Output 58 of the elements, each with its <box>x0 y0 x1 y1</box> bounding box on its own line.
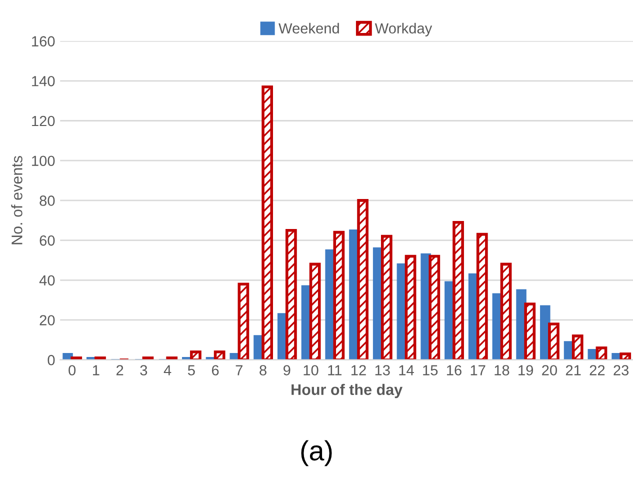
bar <box>596 346 608 360</box>
x-tick-label: 3 <box>140 365 148 376</box>
bar <box>476 232 488 360</box>
bar <box>333 230 345 360</box>
bar <box>428 254 440 360</box>
x-tick-label: 17 <box>470 365 486 376</box>
x-tick-label: 14 <box>399 365 414 376</box>
y-tick-label: 120 <box>32 116 55 126</box>
legend-label: Weekend <box>278 22 339 34</box>
y-tick-label: 140 <box>32 76 55 86</box>
x-tick-label: 0 <box>68 365 76 376</box>
bar <box>404 254 416 360</box>
x-tick-label: 9 <box>284 365 290 376</box>
y-tick-label: 60 <box>40 235 55 246</box>
x-tick-label: 18 <box>494 365 510 376</box>
y-tick-label: 20 <box>40 315 55 326</box>
x-tick-label: 7 <box>236 365 242 376</box>
bar <box>238 282 250 360</box>
x-tick-label: 15 <box>423 365 438 376</box>
y-tick-label: 160 <box>32 36 55 46</box>
bar <box>548 322 560 360</box>
x-tick-label: 19 <box>518 365 534 376</box>
bar <box>214 350 226 360</box>
bar <box>190 350 202 360</box>
x-tick-label: 6 <box>212 365 219 376</box>
legend-label: Workday <box>374 22 432 36</box>
x-tick-label: 13 <box>375 365 390 376</box>
bar <box>309 262 321 360</box>
x-tick-label: 4 <box>164 365 172 376</box>
x-tick-label: 20 <box>542 365 557 376</box>
bar <box>620 352 632 360</box>
x-tick-label: 21 <box>566 365 581 376</box>
x-tick-label: 22 <box>590 365 605 376</box>
y-axis-title: No. of events <box>11 156 22 244</box>
x-tick-label: 23 <box>614 365 629 376</box>
y-tick-label: 40 <box>39 275 55 286</box>
y-tick-label: 0 <box>48 354 55 366</box>
bar <box>262 85 274 360</box>
bar <box>524 302 536 360</box>
x-tick-label: 8 <box>260 365 266 376</box>
x-tick-label: 2 <box>116 365 124 376</box>
y-tick-label: 80 <box>40 196 55 206</box>
bar <box>286 228 297 360</box>
bar <box>62 353 73 360</box>
bar <box>357 199 368 360</box>
bar <box>572 334 584 360</box>
x-tick-label: 11 <box>328 365 342 376</box>
x-tick-label: 1 <box>92 365 100 376</box>
bar <box>380 234 392 360</box>
x-tick-label: 12 <box>352 365 366 376</box>
y-tick-label: 100 <box>32 156 55 166</box>
bar <box>500 262 512 360</box>
x-axis-title: Hour of the day <box>292 384 403 398</box>
bar <box>452 220 464 360</box>
x-tick-label: 5 <box>188 365 195 376</box>
x-tick-label: 10 <box>304 365 318 376</box>
text: (a) <box>301 440 332 466</box>
x-tick-label: 16 <box>446 365 462 376</box>
